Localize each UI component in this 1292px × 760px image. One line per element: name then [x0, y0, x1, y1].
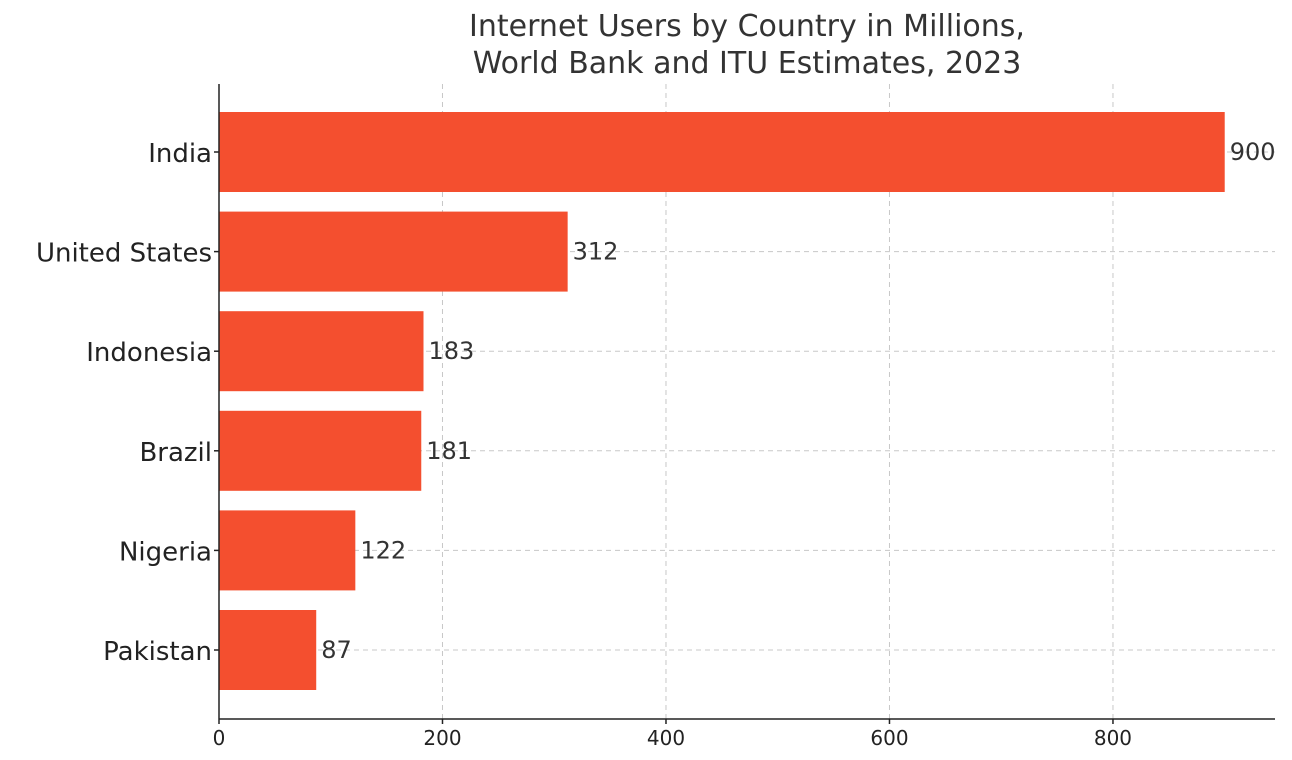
category-label-india: India — [148, 139, 212, 169]
category-label-brazil: Brazil — [139, 438, 212, 468]
value-labels: 900 312 183 181 122 87 — [321, 138, 1275, 664]
chart-title-line-1: Internet Users by Country in Millions, — [469, 9, 1025, 44]
value-label-india: 900 — [1230, 138, 1276, 166]
bar-pakistan — [219, 610, 317, 690]
bar-india — [219, 112, 1225, 192]
value-label-brazil: 181 — [426, 437, 472, 465]
category-label-nigeria: Nigeria — [119, 537, 212, 567]
value-label-indonesia: 183 — [428, 337, 474, 365]
x-axis-ticks: 0 200 400 600 800 — [213, 151, 1132, 750]
bar-nigeria — [219, 510, 356, 591]
bar-indonesia — [219, 311, 424, 392]
category-label-united-states: United States — [36, 239, 212, 269]
value-label-nigeria: 122 — [360, 536, 406, 564]
value-label-pakistan: 87 — [321, 636, 352, 664]
chart-title: Internet Users by Country in Millions, W… — [469, 9, 1025, 81]
bar-united-states — [219, 211, 568, 292]
category-labels: India United States Indonesia Brazil Nigeria… — [36, 139, 212, 667]
x-tick-label-600: 600 — [870, 726, 908, 750]
category-label-indonesia: Indonesia — [86, 338, 212, 368]
x-tick-label-800: 800 — [1094, 726, 1132, 750]
value-label-united-states: 312 — [573, 238, 619, 266]
x-tick-label-200: 200 — [423, 726, 461, 750]
chart-title-line-2: World Bank and ITU Estimates, 2023 — [473, 46, 1022, 81]
category-label-pakistan: Pakistan — [103, 637, 212, 667]
x-tick-label-0: 0 — [213, 726, 226, 750]
axes — [218, 84, 1275, 720]
bars — [219, 112, 1225, 690]
bar-brazil — [219, 410, 422, 491]
x-tick-label-400: 400 — [647, 726, 685, 750]
